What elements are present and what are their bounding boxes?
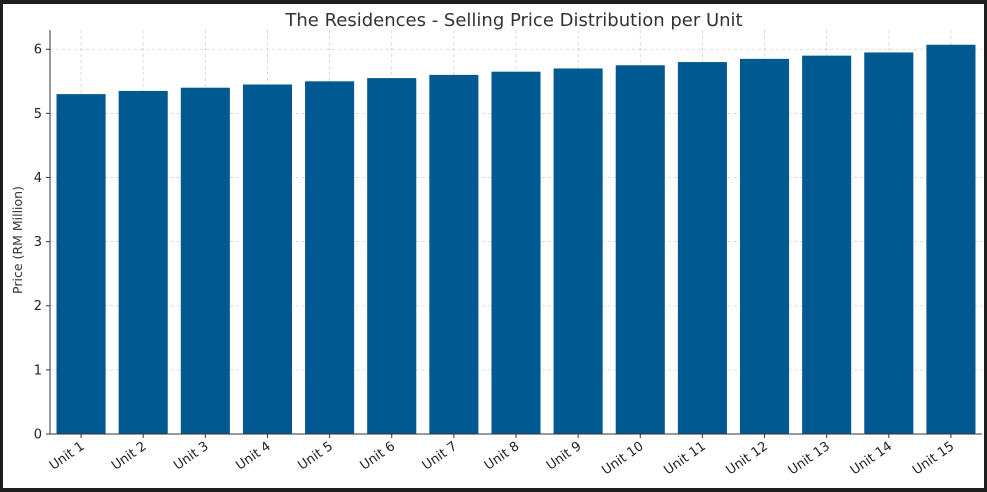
- y-tick-label: 3: [34, 235, 42, 250]
- x-tick-label: Unit 4: [233, 439, 273, 474]
- x-tick-label: Unit 13: [786, 439, 833, 478]
- x-tick-label: Unit 6: [358, 439, 398, 474]
- x-tick-label: Unit 7: [420, 439, 460, 474]
- x-tick-label: Unit 11: [661, 439, 708, 478]
- y-tick-label: 0: [34, 428, 42, 443]
- y-tick-label: 2: [34, 299, 42, 314]
- bar-unit-5: [305, 81, 355, 435]
- x-ticks: Unit 1 Unit 2 Unit 3 Unit 4 Unit 5 Unit 6 Unit…: [47, 434, 957, 478]
- x-tick-label: Unit 5: [295, 439, 335, 474]
- bar-unit-7: [429, 74, 479, 434]
- bar-unit-14: [864, 52, 914, 434]
- y-tick-label: 4: [34, 171, 42, 186]
- chart-title: The Residences - Selling Price Distribut…: [284, 10, 742, 31]
- y-tick-label: 5: [34, 107, 42, 122]
- bar-unit-2: [118, 90, 168, 435]
- bar-unit-15: [926, 44, 976, 434]
- x-tick-label: Unit 14: [848, 439, 895, 478]
- x-tick-label: Unit 1: [47, 439, 87, 474]
- x-tick-label: Unit 9: [544, 439, 584, 474]
- bar-unit-8: [491, 71, 541, 434]
- bar-unit-9: [553, 68, 603, 434]
- x-tick-label: Unit 2: [109, 439, 149, 474]
- bar-unit-12: [739, 58, 790, 434]
- x-tick-label: Unit 8: [482, 439, 522, 474]
- bars: [56, 44, 976, 435]
- y-axis-label: Price (RM Million): [10, 186, 25, 294]
- y-tick-label: 1: [34, 363, 42, 378]
- x-tick-label: Unit 12: [724, 439, 771, 478]
- x-tick-label: Unit 3: [171, 439, 211, 474]
- bar-unit-4: [242, 84, 293, 434]
- bar-chart: The Residences - Selling Price Distribut…: [3, 4, 984, 488]
- bar-unit-1: [56, 94, 106, 434]
- x-tick-label: Unit 10: [599, 439, 646, 478]
- bar-unit-11: [677, 62, 727, 435]
- bar-unit-10: [615, 65, 665, 434]
- x-tick-label: Unit 15: [910, 439, 957, 478]
- bar-unit-6: [367, 78, 417, 434]
- bar-unit-3: [180, 87, 230, 434]
- y-ticks: 0 1 2 3 4 5 6: [34, 43, 50, 443]
- y-tick-label: 6: [34, 43, 42, 58]
- bar-unit-13: [802, 55, 852, 435]
